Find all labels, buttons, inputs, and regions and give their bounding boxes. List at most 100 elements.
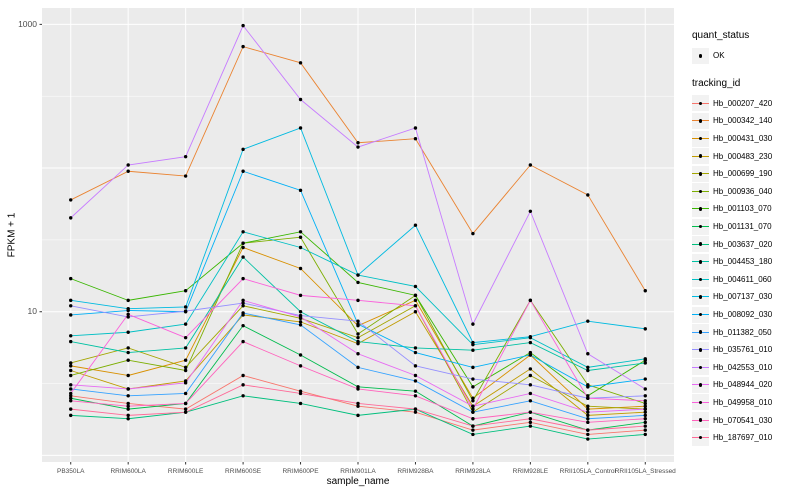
legend-quant-status-items: OK — [692, 47, 772, 65]
legend-key — [692, 288, 709, 305]
data-point — [298, 323, 303, 327]
data-point — [471, 365, 475, 370]
data-point — [643, 432, 647, 437]
legend-key — [692, 130, 709, 147]
data-point — [586, 437, 590, 441]
data-point — [471, 399, 475, 403]
data-point — [126, 169, 130, 173]
legend-key — [692, 412, 709, 429]
legend-key — [692, 148, 709, 165]
x-tick-label: RRII105LA_Stressed — [615, 468, 676, 475]
legend-entry-Hb_000431_030: Hb_000431_030 — [692, 130, 772, 148]
data-point — [69, 216, 73, 220]
data-point — [298, 245, 303, 250]
data-point — [241, 311, 245, 315]
data-point — [69, 361, 73, 365]
data-point — [241, 241, 245, 245]
data-point — [586, 407, 590, 411]
data-point — [356, 273, 360, 277]
legend-key — [692, 394, 709, 411]
data-point — [471, 385, 475, 389]
data-point — [241, 339, 245, 344]
data-point — [356, 141, 360, 145]
data-point — [183, 358, 188, 362]
data-point — [528, 417, 533, 421]
data-point — [356, 339, 360, 344]
legend-entry-Hb_000342_140: Hb_000342_140 — [692, 112, 772, 130]
data-point — [356, 298, 360, 303]
data-point — [356, 401, 360, 406]
data-point — [69, 396, 73, 400]
data-point — [298, 353, 303, 357]
legend-entry-label: Hb_035761_010 — [713, 345, 773, 355]
legend-tracking-id-title: tracking_id — [692, 77, 741, 89]
data-point — [471, 432, 475, 437]
data-point — [413, 350, 418, 355]
data-point — [413, 223, 418, 227]
data-point — [471, 410, 475, 414]
data-point — [413, 364, 418, 368]
legend-tracking-id-items: Hb_000207_420 Hb_000342_140 Hb_000431_030 H… — [692, 95, 772, 447]
legend-entry-label: Hb_007137_030 — [713, 292, 773, 302]
data-point — [413, 310, 418, 314]
data-point — [643, 387, 647, 391]
data-point — [643, 289, 647, 293]
data-point — [241, 298, 245, 303]
point-icon — [698, 171, 703, 176]
data-point — [183, 381, 188, 385]
data-point — [413, 389, 418, 393]
legend-entry-Hb_048944_020: Hb_048944_020 — [692, 376, 772, 394]
data-point — [471, 231, 475, 236]
data-point — [471, 404, 475, 408]
data-point — [356, 404, 360, 408]
legend-key — [692, 112, 709, 129]
legend-panel: quant_status OK tracking_id Hb_000207_42… — [692, 30, 772, 446]
data-point — [126, 315, 130, 319]
data-point — [471, 407, 475, 411]
legend-entry-label: Hb_004453_180 — [713, 257, 773, 267]
data-point — [413, 284, 418, 289]
data-point — [69, 413, 73, 418]
data-point — [69, 383, 73, 387]
x-axis-title: sample_name — [326, 476, 390, 487]
legend-entry-Hb_000699_190: Hb_000699_190 — [692, 165, 772, 183]
data-point — [183, 407, 188, 411]
data-point — [69, 364, 73, 368]
point-icon — [698, 189, 703, 194]
legend-key — [692, 253, 709, 270]
data-point — [126, 308, 130, 313]
legend-entry-Hb_000483_230: Hb_000483_230 — [692, 147, 772, 165]
legend-key — [692, 165, 709, 182]
x-tick-label: PB350LA — [57, 468, 85, 475]
data-point — [528, 340, 533, 345]
data-point — [241, 147, 245, 152]
legend-entry-label: Hb_000342_140 — [713, 116, 773, 126]
legend-entry-label: Hb_003637_020 — [713, 239, 773, 249]
data-point — [69, 198, 73, 202]
legend-key — [692, 429, 709, 446]
data-point — [356, 335, 360, 340]
data-point — [183, 365, 188, 370]
data-point — [586, 193, 590, 197]
legend-entry-Hb_187697_010: Hb_187697_010 — [692, 429, 772, 447]
data-point — [241, 394, 245, 398]
point-icon — [698, 435, 703, 440]
data-point — [356, 322, 360, 326]
data-point — [528, 367, 533, 371]
legend-entry-Hb_001131_070: Hb_001131_070 — [692, 218, 772, 236]
legend-entry-quant-ok: OK — [692, 47, 772, 65]
data-point — [126, 312, 130, 316]
data-point — [471, 340, 475, 345]
data-point — [126, 163, 130, 167]
data-point — [528, 335, 533, 339]
legend-entry-Hb_007137_030: Hb_007137_030 — [692, 288, 772, 306]
data-point — [356, 352, 360, 356]
x-tick-label: RRIM928LA — [455, 468, 491, 475]
legend-entry-label: Hb_000207_420 — [713, 98, 773, 108]
data-point — [69, 276, 73, 281]
legend-entry-label: Hb_000431_030 — [713, 134, 773, 144]
point-icon — [698, 383, 703, 387]
point-icon — [698, 136, 703, 141]
legend-key — [692, 341, 709, 358]
